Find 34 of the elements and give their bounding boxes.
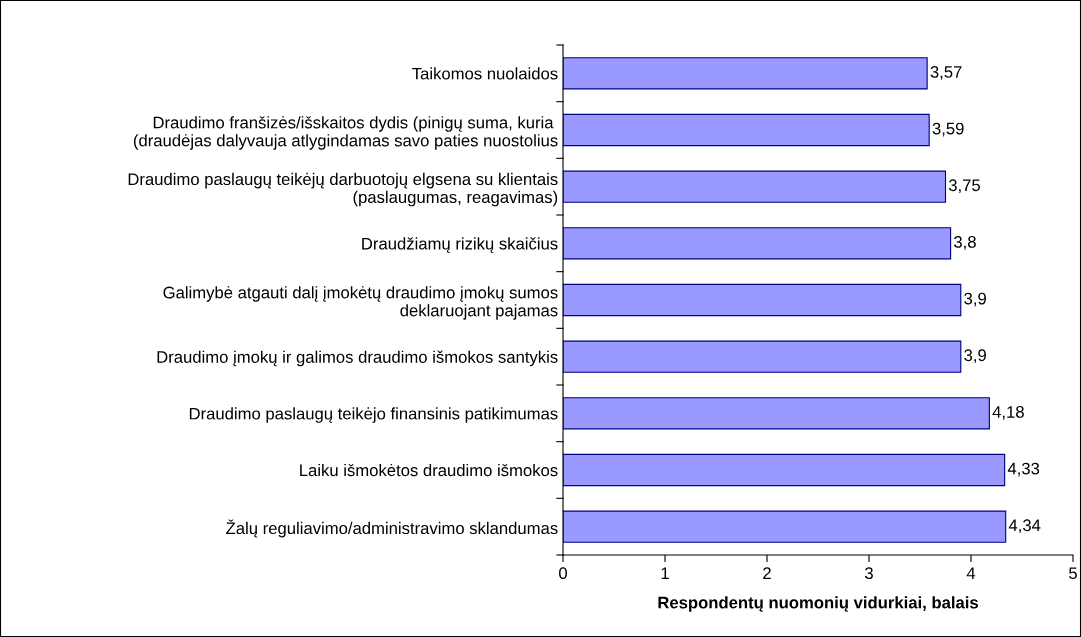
y-tick-label: Galimybė atgauti dalį įmokėtų draudimo įmokų sumos deklaruojant pajamas xyxy=(163,286,558,320)
y-tick-label: Draudžiamų rizikų skaičius xyxy=(362,237,558,253)
data-label: 3,57 xyxy=(930,66,962,80)
bar xyxy=(563,397,990,430)
bar xyxy=(563,283,962,317)
y-tick-label: Draudimo franšizės/išskaitos dydis (pinigų suma, kuria (draudėjas dalyvauja atlygindamas savo paties nuostolius xyxy=(133,116,558,150)
y-tick-label: Draudimo įmokų ir galimos draudimo išmokos santykis xyxy=(157,350,558,367)
x-tick-label: 2 xyxy=(763,567,771,579)
data-label: 3,8 xyxy=(954,236,976,250)
x-tick-label: 3 xyxy=(865,567,873,580)
y-tick-label: Laiku išmokėtos draudimo išmokos xyxy=(300,463,558,477)
bar xyxy=(563,453,1006,487)
x-axis-title: Respondentų nuomonių vidurkiai, balais xyxy=(658,596,978,612)
x-tick-label: 4 xyxy=(966,567,976,579)
bar xyxy=(563,113,930,147)
bar xyxy=(563,170,947,203)
data-label: 3,59 xyxy=(932,122,964,137)
bar xyxy=(563,340,962,373)
data-label: 4,18 xyxy=(992,406,1024,420)
data-label: 3,9 xyxy=(964,349,986,364)
y-tick-label: Draudimo paslaugų teikėjo finansinis patikimumas xyxy=(189,407,558,423)
bar xyxy=(563,227,952,260)
x-tick-label: 0 xyxy=(559,567,567,580)
bar xyxy=(563,57,928,90)
x-tick-label: 1 xyxy=(661,567,669,579)
data-label: 3,9 xyxy=(964,292,986,307)
y-tick-label: Taikomos nuolaidos xyxy=(412,67,558,80)
data-label: 4,33 xyxy=(1007,462,1040,477)
y-tick-label: Žalų reguliavimo/administravimo sklandumas xyxy=(226,519,558,538)
bar xyxy=(563,510,1007,543)
data-label: 4,34 xyxy=(1008,519,1041,534)
data-label: 3,75 xyxy=(948,179,981,194)
y-tick-label: Draudimo paslaugų teikėjų darbuotojų elgsena su klientais (paslaugumas, reagavimas) xyxy=(128,172,558,207)
x-tick-label: 5 xyxy=(1069,567,1077,580)
